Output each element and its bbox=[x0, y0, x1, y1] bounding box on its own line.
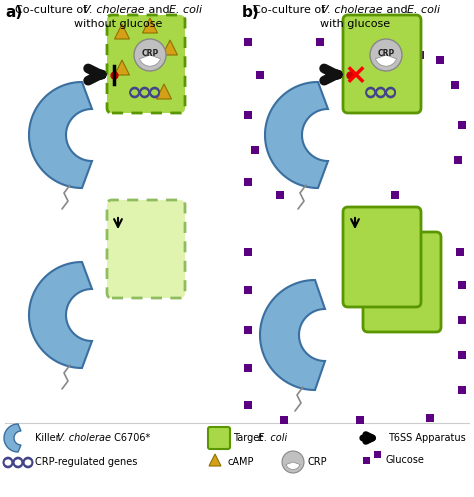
Bar bbox=[416, 51, 424, 59]
Text: V. cholerae: V. cholerae bbox=[57, 433, 111, 443]
Bar bbox=[458, 351, 466, 359]
Wedge shape bbox=[286, 462, 300, 470]
Text: V. cholerae: V. cholerae bbox=[321, 5, 383, 15]
FancyBboxPatch shape bbox=[343, 207, 421, 307]
Polygon shape bbox=[29, 82, 92, 188]
Bar bbox=[244, 178, 252, 186]
Bar bbox=[244, 364, 252, 372]
Text: T6SS Apparatus: T6SS Apparatus bbox=[388, 433, 466, 443]
Text: without glucose: without glucose bbox=[74, 19, 162, 29]
Bar bbox=[451, 81, 459, 89]
Text: Glucose: Glucose bbox=[386, 455, 425, 465]
Bar bbox=[244, 326, 252, 334]
Text: with glucose: with glucose bbox=[320, 19, 390, 29]
Circle shape bbox=[282, 451, 304, 473]
Bar bbox=[392, 28, 400, 36]
Bar bbox=[391, 191, 399, 199]
Bar bbox=[256, 71, 264, 79]
Text: C6706*: C6706* bbox=[111, 433, 150, 443]
Bar bbox=[458, 281, 466, 289]
Polygon shape bbox=[143, 18, 157, 33]
Text: cAMP: cAMP bbox=[228, 457, 255, 467]
Polygon shape bbox=[265, 82, 328, 188]
Text: Co-culture of: Co-culture of bbox=[253, 5, 328, 15]
Text: E. coli: E. coli bbox=[258, 433, 287, 443]
Bar bbox=[356, 34, 364, 42]
Text: V. cholerae: V. cholerae bbox=[83, 5, 145, 15]
Text: a): a) bbox=[5, 5, 22, 20]
Polygon shape bbox=[29, 262, 92, 368]
Circle shape bbox=[370, 39, 402, 71]
Bar bbox=[436, 56, 444, 64]
Bar bbox=[456, 248, 464, 256]
Polygon shape bbox=[163, 40, 177, 55]
Bar bbox=[244, 248, 252, 256]
Bar bbox=[356, 416, 364, 424]
Bar bbox=[244, 38, 252, 46]
Polygon shape bbox=[156, 84, 172, 99]
Text: E. coli: E. coli bbox=[407, 5, 440, 15]
FancyBboxPatch shape bbox=[107, 15, 185, 113]
Bar bbox=[251, 146, 259, 154]
Text: b): b) bbox=[242, 5, 260, 20]
Bar bbox=[363, 457, 370, 464]
Bar bbox=[244, 111, 252, 119]
FancyBboxPatch shape bbox=[343, 15, 421, 113]
Text: Target: Target bbox=[233, 433, 266, 443]
FancyBboxPatch shape bbox=[208, 427, 230, 449]
Text: CRP: CRP bbox=[377, 49, 395, 58]
Bar bbox=[454, 156, 462, 164]
Bar bbox=[244, 286, 252, 294]
Bar bbox=[316, 38, 324, 46]
Text: CRP-regulated genes: CRP-regulated genes bbox=[35, 457, 137, 467]
Polygon shape bbox=[209, 454, 221, 466]
Bar bbox=[280, 416, 288, 424]
Polygon shape bbox=[260, 280, 325, 390]
Bar bbox=[374, 451, 381, 458]
Bar bbox=[458, 121, 466, 129]
Polygon shape bbox=[4, 424, 21, 452]
Bar bbox=[394, 84, 402, 92]
Bar bbox=[356, 84, 364, 92]
Text: CRP: CRP bbox=[308, 457, 328, 467]
Bar bbox=[276, 191, 284, 199]
Bar bbox=[426, 414, 434, 422]
Text: Killer: Killer bbox=[35, 433, 63, 443]
Text: E. coli: E. coli bbox=[169, 5, 202, 15]
Text: and: and bbox=[383, 5, 411, 15]
Wedge shape bbox=[375, 55, 397, 66]
Bar bbox=[458, 386, 466, 394]
Text: and: and bbox=[145, 5, 173, 15]
Wedge shape bbox=[139, 55, 161, 66]
Text: Co-culture of: Co-culture of bbox=[15, 5, 91, 15]
Circle shape bbox=[134, 39, 166, 71]
FancyBboxPatch shape bbox=[107, 200, 185, 298]
FancyBboxPatch shape bbox=[363, 232, 441, 332]
Text: CRP: CRP bbox=[141, 49, 159, 58]
Bar bbox=[458, 316, 466, 324]
Polygon shape bbox=[115, 60, 129, 75]
Bar bbox=[244, 401, 252, 409]
Polygon shape bbox=[115, 24, 129, 39]
